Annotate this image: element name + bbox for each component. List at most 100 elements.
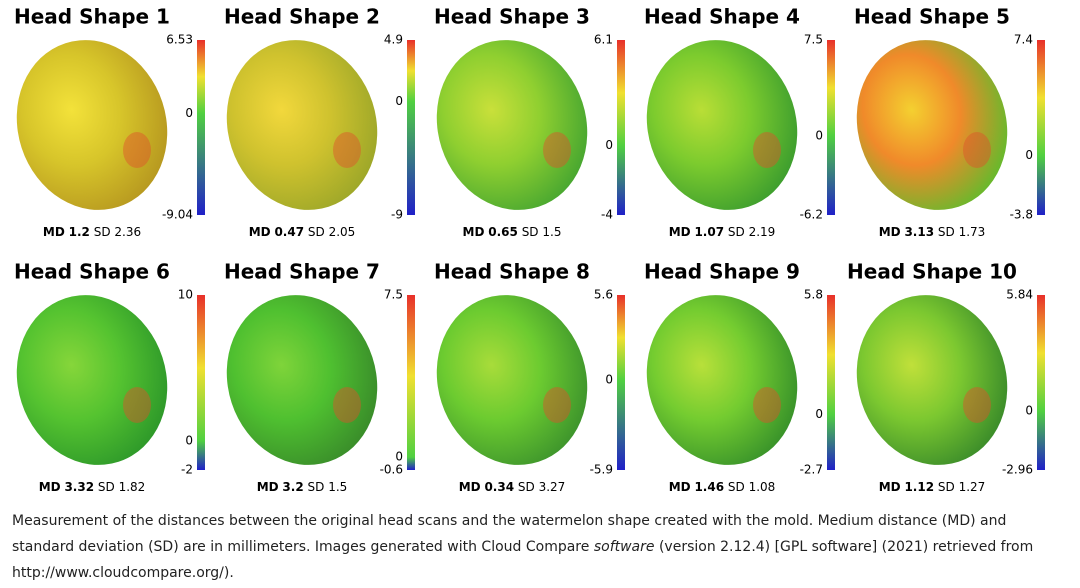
md-value: 1.46 [694,480,724,494]
head-highlight [123,387,151,423]
panel: Head Shape 10 5.84 0 -2.96 MD 1.12 SD 1.27 [847,260,1045,494]
md-sd: MD 1.46 SD 1.08 [669,480,776,494]
scale-label: -2.7 [800,463,823,477]
scale-label: 6.1 [594,33,613,47]
sd-value: 2.05 [329,225,356,239]
panel: Head Shape 1 6.53 0 -9.04 MD 1.2 SD 2.36 [14,5,205,239]
scale-label: 7.5 [384,288,403,302]
head [16,40,168,210]
panel-title: Head Shape 8 [434,260,590,284]
scale-label: 0 [815,128,823,142]
sd-label: SD [308,225,325,239]
sd-value: 2.19 [749,225,776,239]
md-label: MD [459,480,481,494]
md-sd: MD 3.32 SD 1.82 [39,480,146,494]
scale-label: 0 [1025,404,1033,418]
panel: Head Shape 5 7.4 0 -3.8 MD 3.13 SD 1.73 [854,5,1045,239]
md-label: MD [669,480,691,494]
head-highlight [333,132,361,168]
colorbar [197,295,205,470]
scale-label: 6.53 [166,33,193,47]
md-label: MD [249,225,271,239]
panel-title: Head Shape 4 [644,5,800,29]
head [856,40,1008,210]
colorbar [827,295,835,470]
colorbar [617,295,625,470]
panel-title: Head Shape 10 [847,260,1017,284]
panel-title: Head Shape 6 [14,260,170,284]
scale-label: -2.96 [1002,463,1033,477]
head-highlight [963,387,991,423]
md-label: MD [43,225,65,239]
colorbar [827,40,835,215]
md-label: MD [669,225,691,239]
colorbar [1037,40,1045,215]
colorbar [197,40,205,215]
scale-label: -5.9 [590,463,613,477]
colorbar [1037,295,1045,470]
panel: Head Shape 8 5.6 0 -5.9 MD 0.34 SD 3.27 [434,260,625,494]
head [646,295,798,465]
head-highlight [963,132,991,168]
panel-title: Head Shape 3 [434,5,590,29]
md-value: 0.65 [488,225,518,239]
scale-label: 0 [605,138,613,152]
scale-label: 0 [185,433,193,447]
panel: Head Shape 4 7.5 0 -6.2 MD 1.07 SD 2.19 [644,5,835,239]
caption: Measurement of the distances between the… [12,508,1052,586]
scale-label: 7.4 [1014,33,1033,47]
sd-label: SD [98,480,115,494]
scale-label: 5.6 [594,288,613,302]
head [226,40,378,210]
sd-label: SD [522,225,539,239]
md-value: 0.34 [484,480,514,494]
sd-label: SD [938,225,955,239]
md-sd: MD 0.65 SD 1.5 [463,225,562,239]
caption-italic: software [593,539,655,555]
scale-label: 0 [1025,148,1033,162]
md-sd: MD 0.47 SD 2.05 [249,225,356,239]
md-label: MD [257,480,279,494]
sd-value: 1.27 [959,480,986,494]
md-value: 3.32 [64,480,94,494]
md-label: MD [39,480,61,494]
head [16,295,168,465]
sd-label: SD [518,480,535,494]
md-sd: MD 0.34 SD 3.27 [459,480,566,494]
sd-value: 1.73 [959,225,986,239]
sd-value: 1.08 [749,480,776,494]
caption-text: Measurement of the distances between the… [12,513,1007,555]
md-sd: MD 3.13 SD 1.73 [879,225,986,239]
scale-label: -9 [391,208,403,222]
head-highlight [753,387,781,423]
head-highlight [333,387,361,423]
md-sd: MD 1.12 SD 1.27 [879,480,986,494]
sd-label: SD [728,480,745,494]
head [226,295,378,465]
scale-label: 4.9 [384,33,403,47]
scale-label: 0 [395,450,403,464]
md-sd: MD 1.2 SD 2.36 [43,225,141,239]
head-highlight [543,132,571,168]
head-highlight [543,387,571,423]
panel-title: Head Shape 9 [644,260,800,284]
scale-label: -6.2 [800,208,823,222]
head-highlight [123,132,151,168]
md-label: MD [463,225,485,239]
sd-label: SD [938,480,955,494]
sd-value: 3.27 [539,480,566,494]
panel: Head Shape 7 7.5 0-0.6 MD 3.2 SD 1.5 [224,260,415,494]
scale-label: 0 [185,106,193,120]
head-highlight [753,132,781,168]
sd-label: SD [308,480,325,494]
colorbar [407,295,415,470]
md-value: 1.07 [694,225,724,239]
md-value: 0.47 [274,225,304,239]
colorbar [617,40,625,215]
head [436,295,588,465]
panel: Head Shape 9 5.8 0 -2.7 MD 1.46 SD 1.08 [644,260,835,494]
head [856,295,1008,465]
md-value: 3.2 [282,480,303,494]
